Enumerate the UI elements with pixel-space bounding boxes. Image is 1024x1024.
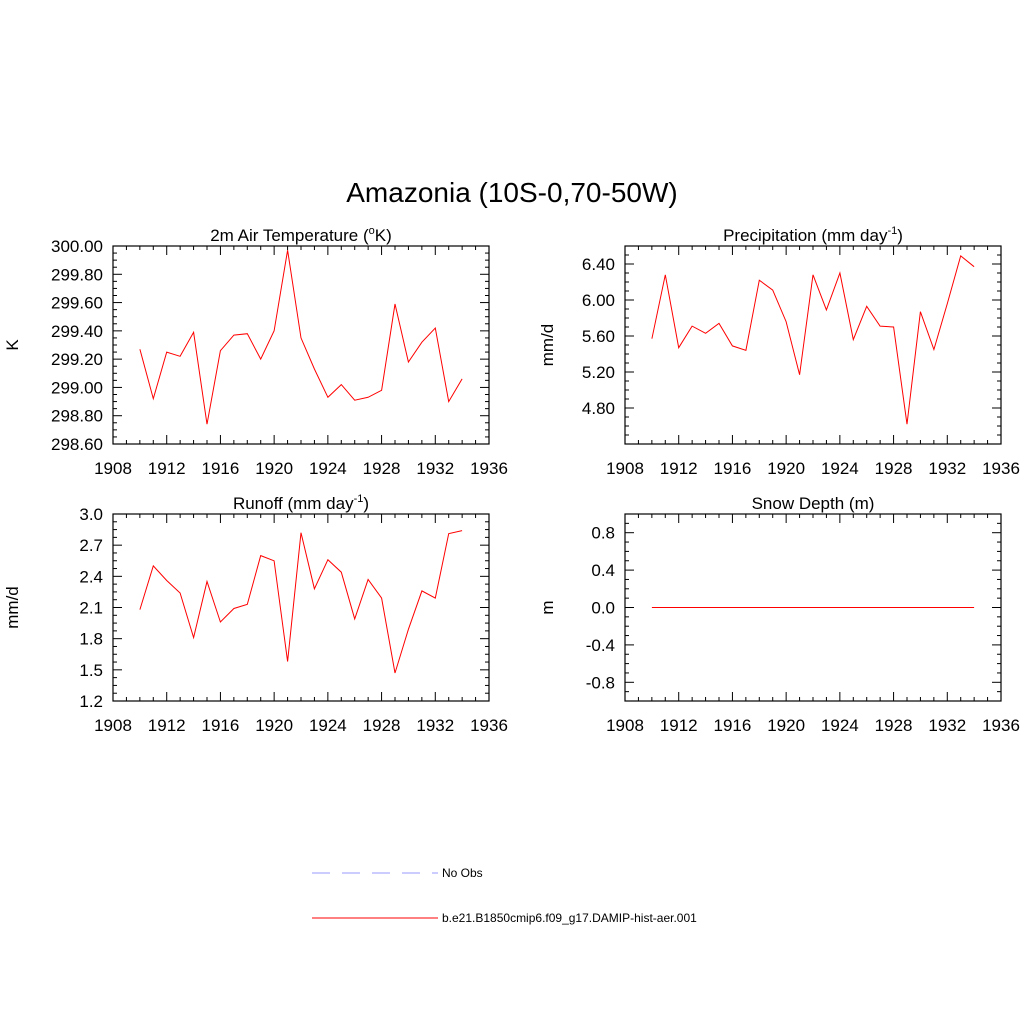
y-tick-label: 0.8	[591, 524, 615, 543]
y-tick-label: 299.80	[51, 265, 103, 284]
y-tick-label: 4.80	[582, 399, 615, 418]
x-tick-label: 1928	[363, 716, 401, 735]
x-tick-label: 1932	[416, 459, 454, 478]
panel-title: Precipitation (mm day-1)	[723, 225, 903, 245]
panel-title-tail: )	[897, 226, 903, 245]
x-tick-label: 1908	[94, 716, 132, 735]
panel-title-text: 2m Air Temperature (	[210, 226, 369, 245]
y-tick-label: 299.60	[51, 294, 103, 313]
panel-snow-depth: 1908 1912 1916 1920 1924 1928 1932 1936 -0.8 -0.4…	[538, 494, 1020, 735]
y-tick-label: 6.40	[582, 255, 615, 274]
x-tick-label: 1916	[202, 459, 240, 478]
x-tick-label: 1920	[767, 716, 805, 735]
panel-runoff: 1908 1912 1916 1920 1924 1928 1932 1936 1.2 1.5 1.…	[3, 493, 508, 735]
panel-title-text: Runoff (mm day	[233, 494, 354, 513]
y-tick-label: 299.40	[51, 322, 103, 341]
panel-precipitation: 1908 1912 1916 1920 1924 1928 1932 1936 4.80 5.20…	[538, 225, 1020, 478]
x-tick-label: 1932	[416, 716, 454, 735]
panel-title-tail: K)	[375, 226, 392, 245]
x-tick-label: 1920	[767, 459, 805, 478]
y-tick-label: 5.20	[582, 363, 615, 382]
panel-title-superscript: -1	[887, 225, 897, 237]
panels: 1908 1912 1916 1920 1924 1928 1932 1936 298.60 29…	[3, 225, 1020, 735]
y-tick-label: 300.00	[51, 237, 103, 256]
y-tick-label: -0.4	[586, 636, 615, 655]
panel-title-text: Precipitation (mm day	[723, 226, 888, 245]
y-axis-label: mm/d	[3, 586, 22, 629]
x-tick-label: 1924	[309, 716, 347, 735]
y-tick-label: 299.20	[51, 350, 103, 369]
x-tick-label: 1912	[660, 716, 698, 735]
x-tick-label: 1916	[202, 716, 240, 735]
x-tick-label: 1932	[928, 716, 966, 735]
panel-title: Snow Depth (m)	[752, 494, 875, 513]
legend-obs-label: No Obs	[442, 866, 483, 880]
legend-model-label: b.e21.B1850cmip6.f09_g17.DAMIP-hist-aer.…	[442, 911, 697, 925]
x-tick-label: 1916	[714, 459, 752, 478]
y-tick-label: 1.2	[79, 692, 103, 711]
x-tick-label: 1920	[255, 716, 293, 735]
plot-frame	[112, 245, 490, 445]
x-tick-label: 1912	[148, 716, 186, 735]
y-tick-label: 6.00	[582, 291, 615, 310]
x-tick-label: 1924	[821, 716, 859, 735]
panel-title-tail: )	[363, 494, 369, 513]
y-tick-label: 2.1	[79, 599, 103, 618]
x-tick-label: 1908	[94, 459, 132, 478]
panel-title-superscript: -1	[354, 493, 364, 505]
y-tick-label: 0.0	[591, 599, 615, 618]
y-tick-label: 299.00	[51, 378, 103, 397]
x-tick-label: 1908	[606, 716, 644, 735]
x-tick-label: 1912	[660, 459, 698, 478]
y-tick-label: 5.60	[582, 327, 615, 346]
x-tick-label: 1936	[982, 716, 1020, 735]
x-tick-label: 1936	[982, 459, 1020, 478]
x-tick-label: 1912	[148, 459, 186, 478]
y-tick-label: 2.4	[79, 567, 103, 586]
x-tick-label: 1928	[875, 716, 913, 735]
legend: No Obs b.e21.B1850cmip6.f09_g17.DAMIP-hi…	[312, 866, 697, 925]
y-tick-label: 0.4	[591, 561, 615, 580]
y-tick-label: 2.7	[79, 536, 103, 555]
x-tick-label: 1936	[470, 716, 508, 735]
panel-title: Runoff (mm day-1)	[233, 493, 369, 513]
y-tick-label: -0.8	[586, 673, 615, 692]
y-tick-label: 1.5	[79, 661, 103, 680]
y-tick-label: 3.0	[79, 505, 103, 524]
y-axis-label: m	[538, 600, 557, 614]
x-tick-label: 1908	[606, 459, 644, 478]
y-tick-label: 1.8	[79, 630, 103, 649]
x-tick-label: 1924	[309, 459, 347, 478]
series-line-precipitation	[651, 255, 975, 425]
x-tick-label: 1924	[821, 459, 859, 478]
panel-temperature: 1908 1912 1916 1920 1924 1928 1932 1936 298.60 29…	[3, 225, 508, 478]
x-tick-label: 1936	[470, 459, 508, 478]
y-axis-label: K	[3, 339, 22, 351]
y-tick-label: 298.60	[51, 435, 103, 454]
x-tick-label: 1916	[714, 716, 752, 735]
x-tick-label: 1920	[255, 459, 293, 478]
x-tick-label: 1928	[875, 459, 913, 478]
series-line-temperature	[139, 250, 463, 425]
series-line-runoff	[139, 530, 463, 674]
y-axis-label: mm/d	[538, 324, 557, 367]
y-tick-label: 298.80	[51, 407, 103, 426]
figure-title: Amazonia (10S-0,70-50W)	[346, 177, 677, 208]
plot-frame	[112, 513, 490, 702]
panel-title: 2m Air Temperature (oK)	[210, 225, 392, 245]
x-tick-label: 1928	[363, 459, 401, 478]
x-tick-label: 1932	[928, 459, 966, 478]
panel-title-text: Snow Depth (m)	[752, 494, 875, 513]
panel-title-superscript: o	[369, 225, 375, 237]
